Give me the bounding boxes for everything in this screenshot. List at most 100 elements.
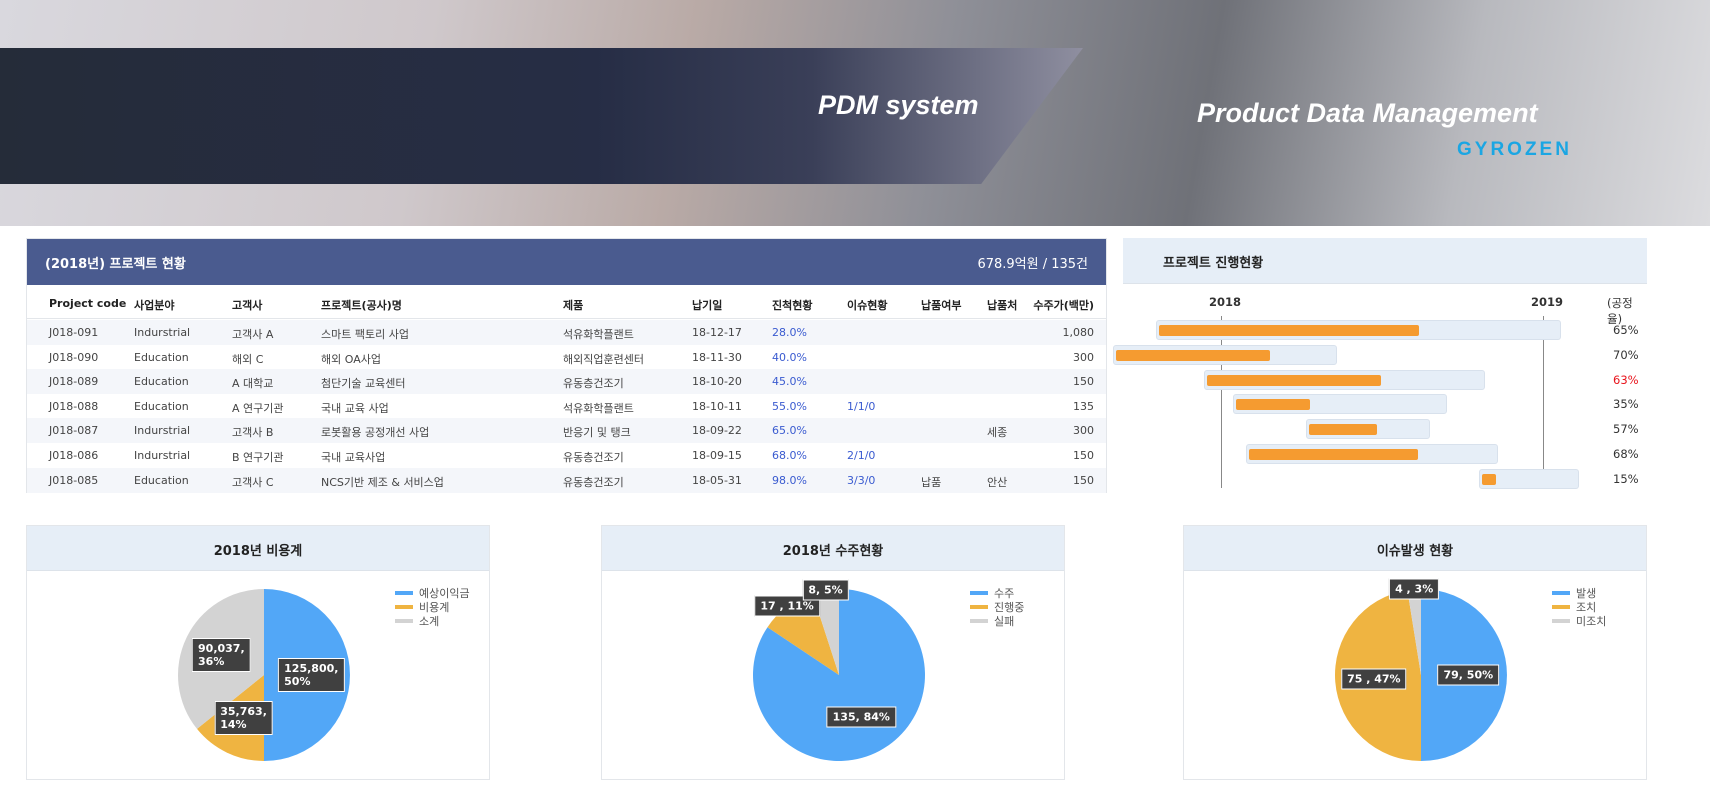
table-cell: 55.0% (772, 399, 807, 413)
pie-chart-title: 2018년 비용계 (27, 526, 489, 571)
table-cell: 18-09-15 (692, 449, 742, 462)
pie-chart-title: 이슈발생 현황 (1184, 526, 1646, 571)
column-header: 고객사 (232, 299, 263, 312)
pie-chart-panel: 2018년 수주현황 135, 84% 17 , 11% 8, 5% 수주 진행중 실패 (601, 525, 1065, 780)
pie-data-label: 125,800, 50% (278, 658, 345, 692)
gantt-bar[interactable] (1113, 344, 1337, 365)
table-cell: 해외 OA사업 (321, 352, 381, 366)
table-row[interactable]: J018-088 Education A 연구기관 국내 교육 사업 석유화학플랜트 18… (27, 394, 1106, 419)
progress-rate: 68% (1613, 447, 1639, 461)
chart-legend: 수주 진행중 실패 (970, 586, 1024, 628)
table-header-bar: (2018년) 프로젝트 현황 678.9억원 / 135건 (27, 239, 1106, 285)
table-cell: 18-11-30 (692, 350, 742, 364)
table-cell: 스마트 팩토리 사업 (321, 328, 409, 341)
table-cell: 고객사 B (232, 426, 274, 440)
legend-item[interactable]: 예상이익금 (395, 586, 470, 600)
table-row[interactable]: J018-086 Indurstrial B 연구기관 국내 교육사업 유동층건조기 18… (27, 443, 1106, 468)
gantt-progress-fill (1158, 325, 1420, 336)
pie-chart-panel: 2018년 비용계 125,800, 50% 35,763, 14% 90,037, … (26, 525, 490, 780)
legend-swatch (970, 591, 988, 595)
progress-rate: 15% (1613, 471, 1639, 486)
table-cell: 3/3/0 (847, 473, 876, 487)
table-cell: Indurstrial (134, 326, 191, 339)
gantt-progress-fill (1236, 399, 1310, 411)
legend-label: 예상이익금 (419, 587, 470, 600)
gantt-bar[interactable] (1155, 320, 1561, 340)
rate-label: (공정율) (1607, 296, 1633, 326)
table-cell: 150 (1073, 449, 1094, 462)
table-cell: B 연구기관 (232, 451, 284, 464)
pie-data-label: 90,037, 36% (192, 637, 251, 672)
table-cell: 로봇활용 공정개선 사업 (321, 426, 430, 440)
column-header: 프로젝트(공사)명 (321, 299, 402, 312)
column-header: 이슈현황 (847, 299, 888, 312)
table-cell: 18-05-31 (692, 473, 742, 487)
legend-label: 수주 (994, 587, 1015, 600)
legend-item[interactable]: 조치 (1552, 600, 1606, 614)
legend-label: 비용계 (419, 601, 450, 614)
pie-slice-미조치[interactable] (1407, 589, 1421, 675)
progress-rate: 57% (1613, 422, 1639, 437)
table-row[interactable]: J018-091 Indurstrial 고객사 A 스마트 팩토리 사업 석유화학플랜… (27, 320, 1106, 345)
banner-subtitle: Product Data Management (1197, 98, 1538, 128)
pie-chart (1335, 589, 1507, 761)
legend-item[interactable]: 실패 (970, 614, 1024, 628)
table-cell: 135 (1073, 399, 1094, 413)
table-row[interactable]: J018-090 Education 해외 C 해외 OA사업 해외직업훈련센터 18-1… (27, 345, 1106, 370)
legend-item[interactable]: 소계 (395, 614, 470, 628)
table-cell: Education (134, 399, 189, 413)
legend-item[interactable]: 비용계 (395, 600, 470, 614)
table-title: (2018년) 프로젝트 현황 (45, 256, 186, 272)
table-cell: 석유화학플랜트 (563, 328, 634, 341)
legend-label: 실패 (994, 615, 1015, 628)
table-cell: Indurstrial (134, 424, 191, 438)
legend-item[interactable]: 발생 (1552, 586, 1606, 600)
pie-data-label: 35,763, 14% (214, 700, 273, 735)
chart-legend: 발생 조치 미조치 (1552, 586, 1606, 628)
table-cell: 납품 (921, 475, 942, 489)
table-cell: 해외직업훈련센터 (563, 352, 644, 366)
legend-item[interactable]: 진행중 (970, 600, 1024, 614)
gantt-bar[interactable] (1245, 444, 1498, 464)
table-cell: 첨단기술 교육센터 (321, 377, 406, 391)
table-cell: A 대학교 (232, 377, 274, 391)
year-line-2018 (1221, 316, 1222, 488)
column-header: 납품처 (987, 299, 1018, 312)
table-cell: 45.0% (772, 375, 807, 389)
progress-rate: 65% (1613, 323, 1639, 337)
legend-swatch (1552, 605, 1570, 609)
table-cell: 반응기 및 탱크 (563, 426, 631, 440)
column-header: 사업분야 (134, 299, 175, 312)
table-cell: J018-089 (49, 375, 99, 389)
table-cell: 국내 교육사업 (321, 451, 386, 464)
table-row[interactable]: J018-087 Indurstrial 고객사 B 로봇활용 공정개선 사업 반응기 … (27, 418, 1106, 444)
project-table-panel: (2018년) 프로젝트 현황 678.9억원 / 135건 Project c… (26, 238, 1107, 493)
gantt-bar[interactable] (1204, 369, 1485, 390)
table-cell: Education (134, 375, 189, 389)
table-cell: 석유화학플랜트 (563, 401, 634, 415)
table-row[interactable]: J018-089 Education A 대학교 첨단기술 교육센터 유동층건조기 18-… (27, 369, 1106, 395)
table-cell: Indurstrial (134, 449, 191, 462)
gantt-bar[interactable] (1478, 468, 1580, 489)
legend-item[interactable]: 미조치 (1552, 614, 1606, 628)
table-cell: 고객사 C (232, 475, 274, 489)
legend-swatch (970, 605, 988, 609)
year-line-2019 (1543, 316, 1544, 481)
gantt-progress-fill (1248, 449, 1418, 460)
legend-swatch (395, 619, 413, 623)
banner: PDM system Product Data Management GYROZ… (0, 0, 1710, 226)
pie-chart-title: 2018년 수주현황 (602, 526, 1064, 571)
legend-label: 진행중 (994, 601, 1025, 614)
gantt-bar[interactable] (1305, 419, 1431, 440)
table-row[interactable]: J018-085 Education 고객사 C NCS기반 제조 & 서비스업 유동층… (27, 467, 1106, 493)
table-cell: 1/1/0 (847, 399, 876, 413)
legend-item[interactable]: 수주 (970, 586, 1024, 600)
gantt-bar[interactable] (1233, 394, 1447, 415)
legend-label: 발생 (1576, 587, 1597, 600)
table-cell: A 연구기관 (232, 401, 284, 415)
table-cell: Education (134, 350, 189, 364)
column-header: 제품 (563, 299, 584, 312)
table-cell: J018-090 (49, 350, 99, 364)
table-cell: 65.0% (772, 424, 807, 438)
table-cell: J018-091 (49, 326, 99, 339)
